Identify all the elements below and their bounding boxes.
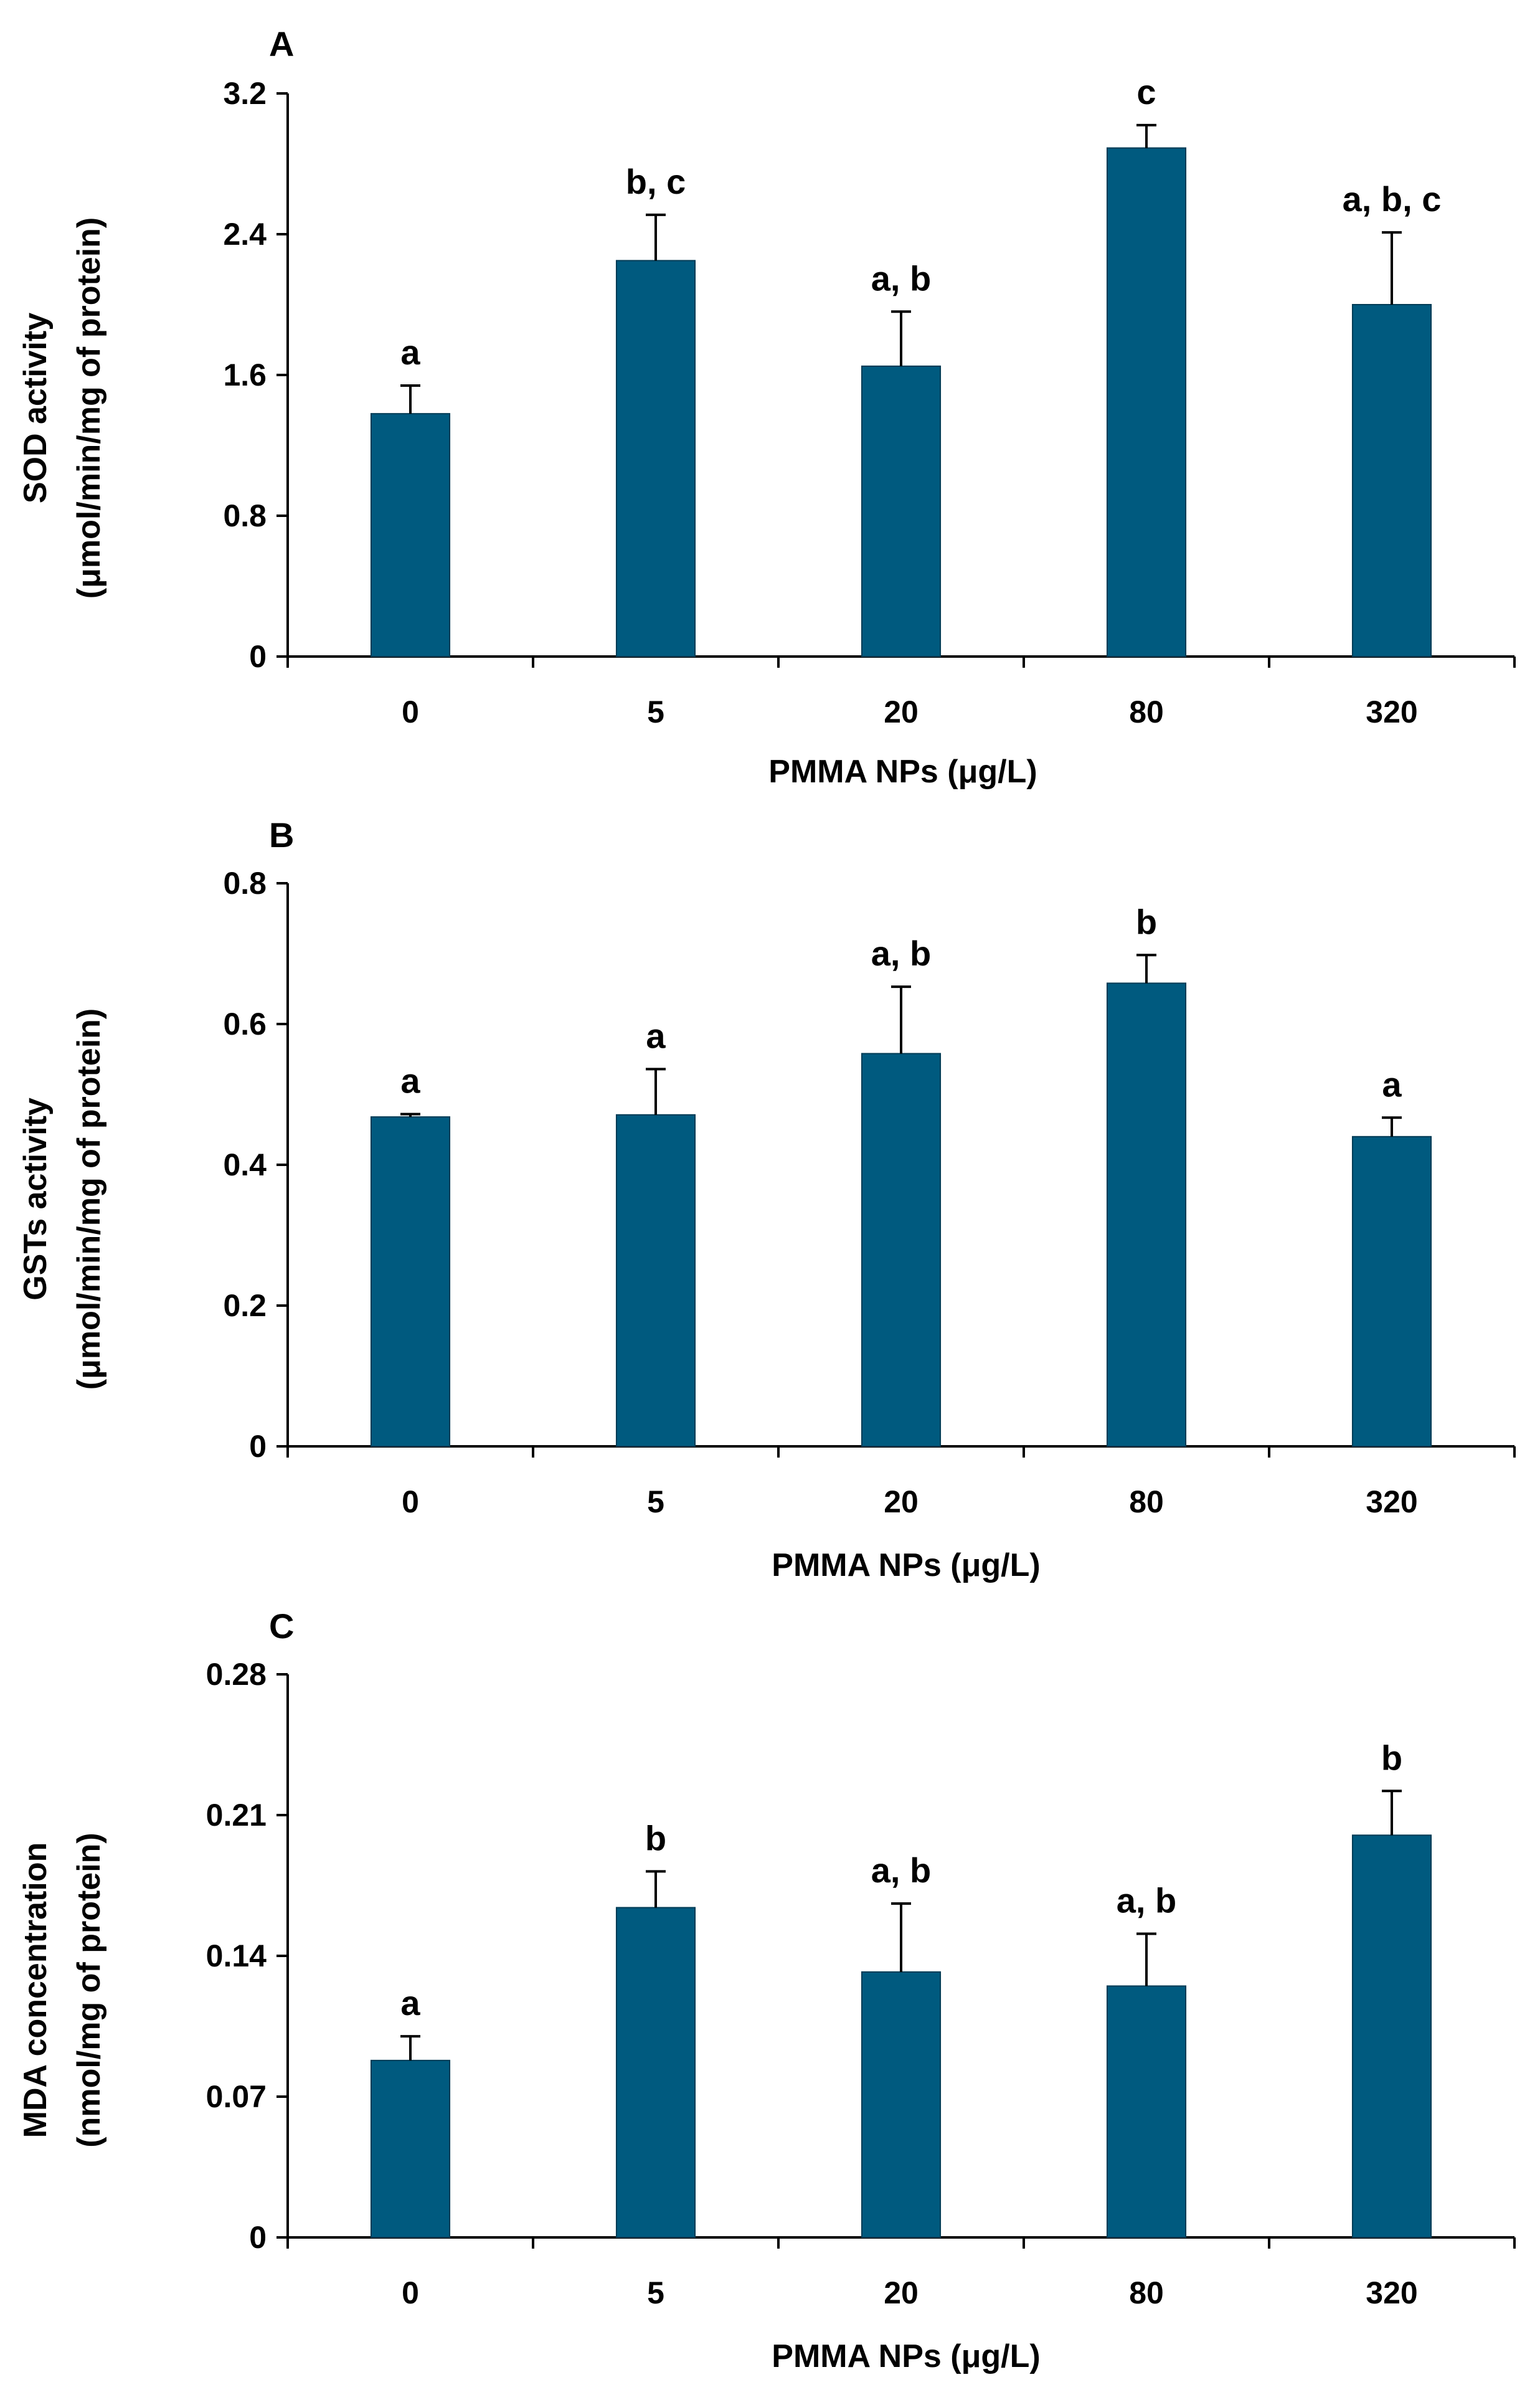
significance-label: a, b xyxy=(871,258,931,298)
y-tick-label: 0.14 xyxy=(206,1938,267,1973)
panel-a: A 0 0.8 1.6 2.4 3.2 a 0 b, c 5 a, b 20 c 80 a, b, c 32… xyxy=(17,24,1516,790)
error-bar xyxy=(646,1068,666,1115)
significance-label: a xyxy=(1382,1065,1402,1104)
x-tick-label: 80 xyxy=(1129,695,1164,729)
bar xyxy=(370,2059,451,2239)
bar xyxy=(1106,982,1187,1447)
plot-area: 0 0.07 0.14 0.21 0.28 a 0 b 5 a, b 20 a, b 80 b 320 xyxy=(206,1657,1516,2310)
y-tick-label: 0.8 xyxy=(223,866,267,901)
x-tick-label: 5 xyxy=(647,695,664,729)
y-tick-label: 0.07 xyxy=(206,2079,267,2114)
significance-label: a xyxy=(646,1016,666,1055)
error-bar xyxy=(400,384,420,414)
bar xyxy=(1106,1985,1187,2238)
y-tick-label: 0.2 xyxy=(223,1288,267,1323)
error-bar xyxy=(891,1902,911,1972)
x-tick-label: 320 xyxy=(1366,2275,1417,2310)
error-bar xyxy=(1382,1116,1402,1137)
x-axis-title: PMMA NPs (μg/L) xyxy=(768,754,1037,790)
y-tick-label: 3.2 xyxy=(223,76,267,111)
bar xyxy=(615,260,696,657)
y-tick-label: 2.4 xyxy=(223,217,267,252)
bar xyxy=(1351,304,1432,657)
bar xyxy=(370,1116,451,1448)
y-tick-label: 0.8 xyxy=(223,498,267,533)
panel-b: B 0 0.2 0.4 0.6 0.8 a 0 a 5 a, b 20 b 80 a 320 PMMA NP… xyxy=(17,815,1516,1583)
x-tick-label: 320 xyxy=(1366,695,1417,729)
significance-label: a xyxy=(400,333,420,372)
significance-label: a, b xyxy=(1117,1880,1176,1920)
bar xyxy=(615,1907,696,2239)
bar xyxy=(615,1114,696,1447)
error-bar xyxy=(1136,954,1156,984)
x-tick-label: 20 xyxy=(884,695,919,729)
error-bar xyxy=(891,310,911,366)
bar xyxy=(1106,147,1187,657)
significance-label: a, b xyxy=(871,934,931,973)
y-axis-title-line1: SOD activity xyxy=(17,313,54,503)
significance-label: a, b xyxy=(871,1851,931,1890)
x-tick-label: 20 xyxy=(884,2275,919,2310)
y-axis-title-line2: (μmol/min/mg of protein) xyxy=(71,217,107,599)
error-bar xyxy=(1136,123,1156,148)
significance-label: c xyxy=(1136,72,1156,111)
bar xyxy=(370,413,451,658)
significance-label: a, b, c xyxy=(1343,179,1442,219)
y-axis-title-line2: (nmol/mg of protein) xyxy=(71,1833,107,2147)
error-bar xyxy=(891,985,911,1054)
significance-label: a xyxy=(400,1983,420,2023)
bar xyxy=(861,365,942,657)
panel-letter: A xyxy=(269,24,294,64)
error-bar xyxy=(400,2035,420,2061)
x-tick-label: 5 xyxy=(647,2275,664,2310)
panel-letter: B xyxy=(269,815,294,855)
bar xyxy=(861,1053,942,1447)
significance-label: b, c xyxy=(626,162,686,201)
y-tick-label: 1.6 xyxy=(223,358,267,392)
bar xyxy=(1351,1834,1432,2238)
plot-area: 0 0.8 1.6 2.4 3.2 a 0 b, c 5 a, b 20 c 80 a, b, c 320 xyxy=(223,72,1516,729)
x-tick-label: 80 xyxy=(1129,1484,1164,1519)
x-tick-label: 20 xyxy=(884,1484,919,1519)
significance-label: a xyxy=(400,1061,420,1101)
x-tick-label: 0 xyxy=(402,2275,419,2310)
error-bar xyxy=(646,1870,666,1908)
error-bar xyxy=(1382,1790,1402,1836)
error-bar xyxy=(1382,231,1402,305)
y-tick-label: 0 xyxy=(249,639,267,674)
x-tick-label: 0 xyxy=(402,1484,419,1519)
y-tick-label: 0.28 xyxy=(206,1657,267,1692)
x-tick-label: 320 xyxy=(1366,1484,1417,1519)
error-bar xyxy=(1136,1932,1156,1986)
y-axis-title-line1: GSTs activity xyxy=(17,1098,54,1301)
significance-label: b xyxy=(1136,902,1157,941)
y-axis-title-line1: MDA concentration xyxy=(17,1842,54,2138)
y-tick-label: 0.4 xyxy=(223,1147,267,1182)
error-bar xyxy=(400,1112,420,1117)
y-tick-label: 0 xyxy=(249,2220,267,2255)
y-tick-label: 0 xyxy=(249,1429,267,1464)
plot-area: 0 0.2 0.4 0.6 0.8 a 0 a 5 a, b 20 b 80 a 320 xyxy=(223,866,1516,1519)
error-bar xyxy=(646,213,666,261)
x-tick-label: 5 xyxy=(647,1484,664,1519)
x-tick-label: 0 xyxy=(402,695,419,729)
y-tick-label: 0.6 xyxy=(223,1007,267,1041)
y-axis-title-line2: (μmol/min/mg of protein) xyxy=(71,1008,107,1390)
panel-letter: C xyxy=(269,1606,294,1646)
significance-label: b xyxy=(645,1818,666,1857)
bar xyxy=(1351,1136,1432,1448)
significance-label: b xyxy=(1381,1738,1402,1777)
y-tick-label: 0.21 xyxy=(206,1798,267,1833)
x-axis-title: PMMA NPs (μg/L) xyxy=(772,2338,1040,2374)
bar xyxy=(861,1971,942,2239)
x-axis-title: PMMA NPs (μg/L) xyxy=(772,1547,1040,1583)
x-tick-label: 80 xyxy=(1129,2275,1164,2310)
